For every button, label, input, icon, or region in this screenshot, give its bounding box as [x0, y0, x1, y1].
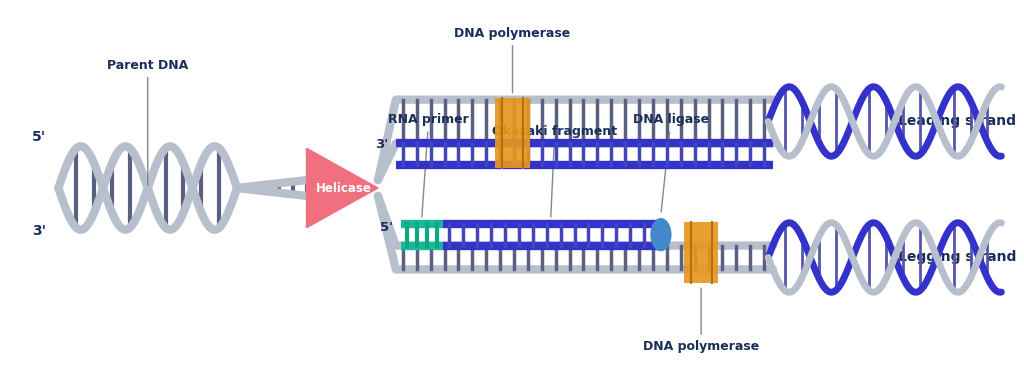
Ellipse shape [651, 219, 671, 250]
Polygon shape [306, 148, 378, 228]
Text: DNA polymerase: DNA polymerase [643, 288, 759, 353]
FancyBboxPatch shape [496, 98, 529, 168]
Text: Helicase: Helicase [315, 182, 372, 194]
Text: 3': 3' [375, 138, 388, 151]
FancyBboxPatch shape [684, 222, 719, 283]
Text: Okazaki fragment: Okazaki fragment [493, 125, 617, 217]
Text: Legging strand: Legging strand [898, 250, 1016, 264]
Text: 5': 5' [380, 221, 393, 234]
Text: 5': 5' [33, 130, 46, 144]
Text: RNA primer: RNA primer [388, 114, 469, 217]
Text: DNA polymerase: DNA polymerase [455, 27, 570, 93]
Text: Leading strand: Leading strand [898, 115, 1016, 129]
Text: DNA ligase: DNA ligase [633, 114, 709, 212]
Text: Parent DNA: Parent DNA [108, 59, 188, 185]
Text: 3': 3' [33, 224, 46, 238]
